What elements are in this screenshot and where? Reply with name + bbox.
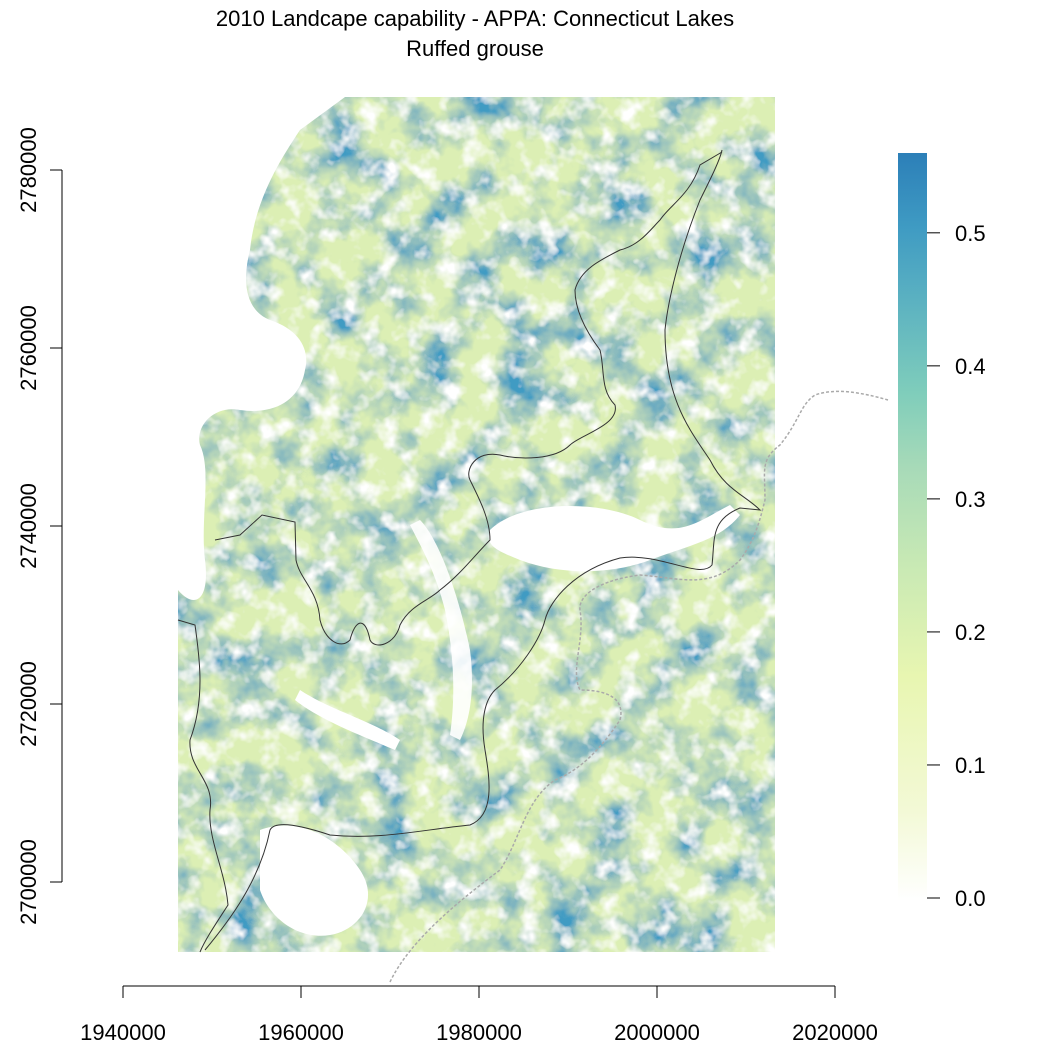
legend-tick-label: 0.3 <box>955 487 986 512</box>
x-tick-label: 1960000 <box>258 1020 344 1045</box>
y-tick-label: 2720000 <box>16 661 41 747</box>
x-axis: 1940000 1960000 1980000 2000000 2020000 <box>80 985 878 1045</box>
legend-tick-label: 0.2 <box>955 620 986 645</box>
map-subtitle: Ruffed grouse <box>406 36 544 61</box>
y-axis: 2700000 2720000 2740000 2760000 2780000 <box>16 127 63 925</box>
map-title: 2010 Landcape capability - APPA: Connect… <box>215 6 735 31</box>
x-tick-label: 1940000 <box>80 1020 166 1045</box>
legend-tick-label: 0.0 <box>955 886 986 911</box>
habitat-raster <box>178 97 775 952</box>
legend-tick-label: 0.5 <box>955 221 986 246</box>
legend-tick-label: 0.4 <box>955 354 986 379</box>
y-tick-label: 2760000 <box>16 305 41 391</box>
x-tick-label: 1980000 <box>436 1020 522 1045</box>
colorbar <box>898 153 927 901</box>
colorbar-legend: 0.0 0.1 0.2 0.3 0.4 0.5 <box>898 153 986 911</box>
y-tick-label: 2740000 <box>16 483 41 569</box>
y-tick-label: 2700000 <box>16 839 41 925</box>
y-tick-label: 2780000 <box>16 127 41 213</box>
x-tick-label: 2000000 <box>614 1020 700 1045</box>
boundary-lines <box>177 149 889 983</box>
x-tick-label: 2020000 <box>792 1020 878 1045</box>
legend-tick-label: 0.1 <box>955 753 986 778</box>
